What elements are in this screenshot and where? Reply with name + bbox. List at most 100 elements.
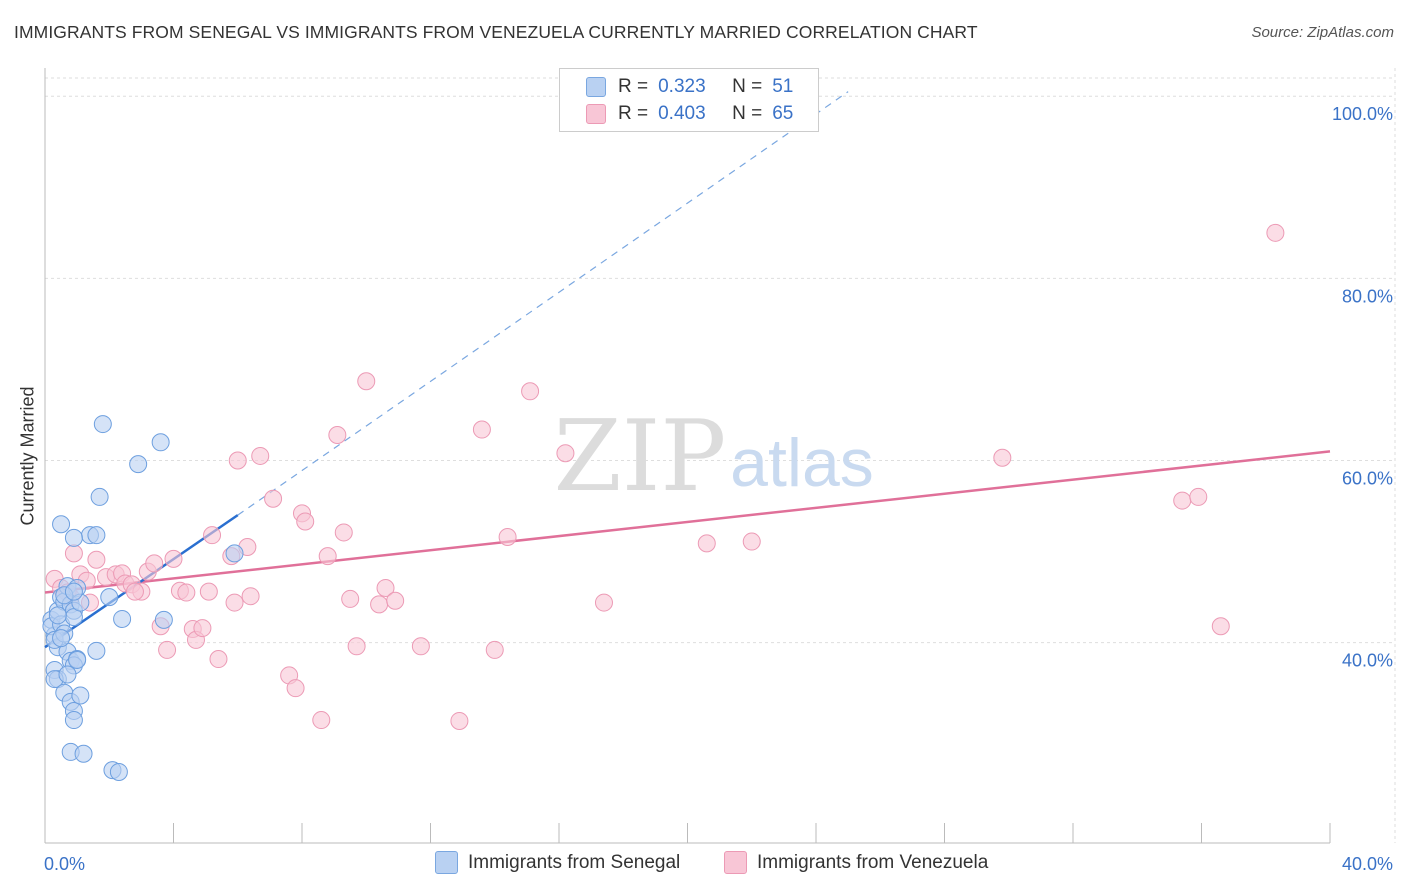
venezuela-point	[64, 544, 83, 563]
senegal-point	[93, 415, 112, 434]
senegal-point	[87, 641, 106, 660]
senegal-point	[151, 433, 170, 452]
senegal-point	[64, 711, 83, 730]
venezuela-point	[251, 446, 270, 465]
venezuela-point	[594, 593, 613, 612]
venezuela-point	[472, 420, 491, 439]
senegal-points	[42, 415, 244, 781]
venezuela-point	[286, 679, 305, 698]
tick-labels: 40.0% 60.0% 80.0% 100.0% 0.0% 40.0%	[44, 104, 1393, 874]
venezuela-point	[164, 549, 183, 568]
senegal-point	[90, 487, 109, 506]
venezuela-point	[357, 372, 376, 391]
x-tick-label: 0.0%	[44, 854, 85, 874]
senegal-trend-extension	[237, 91, 849, 516]
senegal-point	[52, 629, 71, 648]
senegal-point	[100, 588, 119, 607]
senegal-point	[52, 515, 71, 534]
venezuela-n-value: 65	[772, 103, 794, 124]
senegal-point	[74, 744, 93, 763]
r-label: R =	[618, 103, 649, 124]
senegal-point	[154, 610, 173, 629]
venezuela-point	[1173, 491, 1192, 510]
venezuela-point	[225, 593, 244, 612]
senegal-point	[48, 606, 67, 625]
senegal-point	[71, 686, 90, 705]
venezuela-legend-label: Immigrants from Venezuela	[757, 851, 989, 873]
source-label: Source: ZipAtlas.com	[1251, 24, 1394, 41]
correlation-legend: R = 0.323 N = 51 R = 0.403 N = 65	[559, 68, 819, 132]
legend-row-venezuela: R = 0.403 N = 65	[586, 102, 793, 126]
senegal-legend-label: Immigrants from Senegal	[468, 851, 681, 873]
senegal-n-value: 51	[772, 76, 794, 97]
legend-row-senegal: R = 0.323 N = 51	[586, 75, 793, 99]
r-label: R =	[618, 76, 649, 97]
y-tick-label: 60.0%	[1342, 469, 1393, 489]
axes	[44, 68, 1331, 844]
venezuela-point	[318, 547, 337, 566]
venezuela-point	[993, 448, 1012, 467]
venezuela-point	[264, 489, 283, 508]
venezuela-point	[328, 426, 347, 444]
venezuela-legend-swatch	[724, 851, 747, 874]
senegal-point	[68, 650, 87, 669]
venezuela-point	[296, 512, 315, 531]
venezuela-point	[125, 582, 144, 601]
venezuela-point	[199, 582, 218, 601]
venezuela-point	[370, 595, 389, 614]
y-tick-label: 100.0%	[1332, 104, 1393, 124]
senegal-point	[225, 544, 244, 563]
chart-title: IMMIGRANTS FROM SENEGAL VS IMMIGRANTS FR…	[14, 22, 978, 42]
venezuela-point	[411, 637, 430, 656]
senegal-point	[87, 526, 106, 545]
venezuela-swatch	[586, 104, 606, 124]
venezuela-point	[347, 637, 366, 656]
venezuela-point	[521, 382, 540, 401]
senegal-point	[129, 455, 148, 474]
n-label: N =	[732, 76, 763, 97]
watermark-atlas: atlas	[730, 425, 874, 501]
bottom-legend-venezuela: Immigrants from Venezuela	[724, 851, 988, 874]
x-tick-label: 40.0%	[1342, 854, 1393, 874]
venezuela-point	[742, 532, 761, 551]
venezuela-r-value: 0.403	[658, 103, 706, 124]
venezuela-point	[177, 583, 196, 602]
y-tick-label: 40.0%	[1342, 651, 1393, 671]
venezuela-point	[376, 579, 395, 597]
senegal-legend-swatch	[435, 851, 458, 874]
venezuela-point	[386, 591, 405, 610]
trend-lines	[44, 91, 1331, 649]
venezuela-trend-line	[44, 450, 1331, 594]
venezuela-point	[241, 587, 260, 606]
bottom-legend-senegal: Immigrants from Senegal	[435, 851, 680, 874]
senegal-swatch	[586, 77, 606, 97]
venezuela-point	[485, 640, 504, 659]
watermark: ZIP atlas	[554, 400, 874, 514]
venezuela-point	[450, 711, 469, 730]
venezuela-point	[341, 589, 360, 608]
venezuela-point	[498, 528, 517, 546]
senegal-r-value: 0.323	[658, 76, 706, 97]
venezuela-point	[87, 550, 106, 569]
venezuela-point	[203, 526, 222, 545]
venezuela-point	[158, 640, 177, 659]
senegal-point	[64, 528, 83, 547]
venezuela-point	[193, 619, 212, 638]
venezuela-point	[145, 554, 164, 573]
venezuela-point	[1189, 487, 1208, 506]
venezuela-point	[1266, 223, 1285, 242]
venezuela-point	[209, 650, 228, 669]
venezuela-point	[1211, 617, 1230, 636]
senegal-point	[109, 762, 128, 781]
venezuela-point	[334, 523, 353, 542]
venezuela-point	[697, 534, 716, 553]
y-tick-label: 80.0%	[1342, 286, 1393, 306]
venezuela-point	[312, 711, 331, 730]
senegal-point	[64, 582, 83, 601]
senegal-point	[113, 609, 132, 628]
senegal-point	[58, 665, 77, 684]
venezuela-point	[556, 444, 575, 463]
venezuela-point	[228, 451, 247, 470]
watermark-zip: ZIP	[554, 400, 727, 514]
